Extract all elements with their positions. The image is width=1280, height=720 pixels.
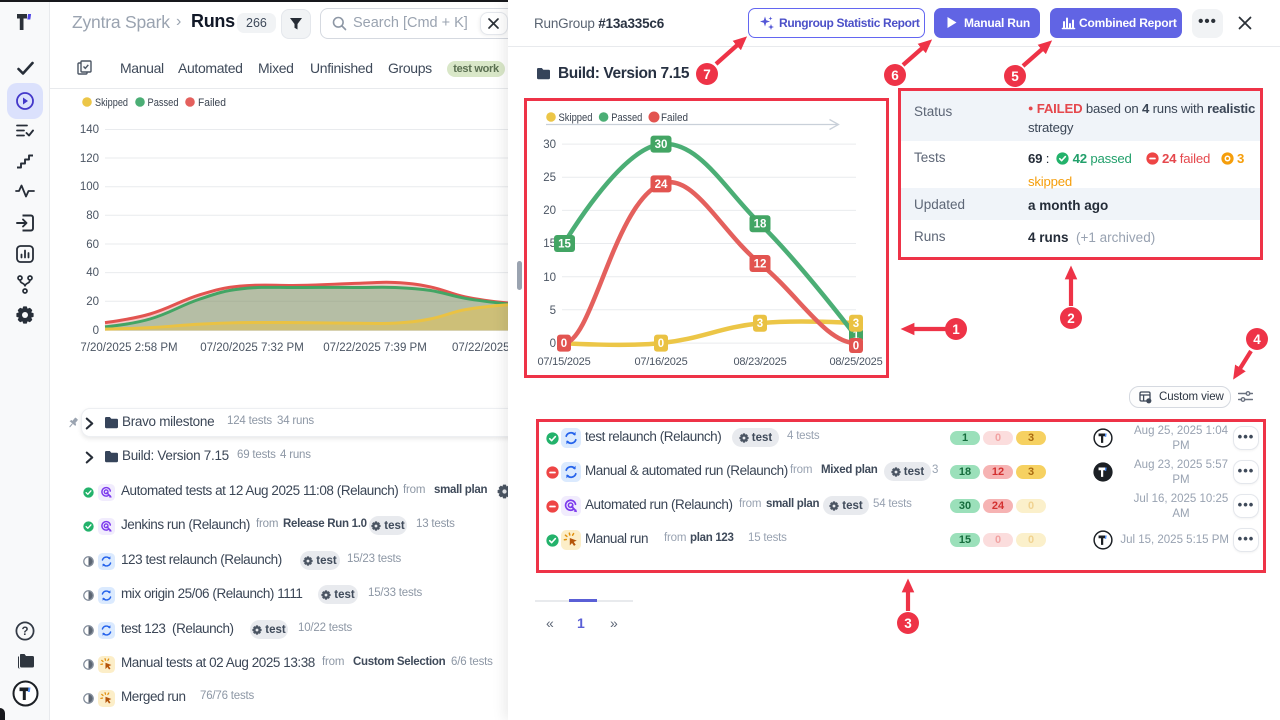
svg-text:15: 15 bbox=[558, 239, 571, 251]
svg-text:24: 24 bbox=[655, 179, 668, 191]
svg-text:140: 140 bbox=[80, 124, 99, 136]
svg-text:Failed: Failed bbox=[661, 112, 688, 124]
svg-text:07/16/2025: 07/16/2025 bbox=[634, 356, 687, 368]
svg-text:08/25/2025: 08/25/2025 bbox=[829, 356, 882, 368]
svg-text:07/22/2025 7:54 P: 07/22/2025 7:54 P bbox=[452, 342, 510, 354]
svg-text:Skipped: Skipped bbox=[559, 112, 593, 124]
svg-text:Passed: Passed bbox=[148, 97, 179, 109]
svg-text:1: 1 bbox=[853, 330, 860, 342]
svg-text:0: 0 bbox=[550, 338, 556, 350]
svg-text:Failed: Failed bbox=[198, 97, 226, 109]
svg-text:12: 12 bbox=[754, 259, 767, 271]
svg-text:0: 0 bbox=[658, 338, 664, 350]
svg-text:30: 30 bbox=[543, 139, 556, 151]
svg-text:20: 20 bbox=[543, 205, 556, 217]
svg-text:Skipped: Skipped bbox=[95, 97, 128, 109]
svg-text:Passed: Passed bbox=[611, 112, 642, 124]
svg-text:0: 0 bbox=[93, 325, 99, 337]
svg-text:0: 0 bbox=[853, 340, 859, 352]
svg-text:07/15/2025: 07/15/2025 bbox=[537, 356, 590, 368]
svg-text:3: 3 bbox=[853, 318, 859, 330]
svg-text:60: 60 bbox=[86, 239, 99, 251]
svg-text:5: 5 bbox=[550, 305, 556, 317]
svg-text:15: 15 bbox=[543, 238, 556, 250]
svg-text:40: 40 bbox=[86, 267, 99, 279]
svg-text:7/20/2025 2:58 PM: 7/20/2025 2:58 PM bbox=[80, 342, 177, 354]
svg-text:30: 30 bbox=[655, 139, 668, 151]
svg-text:120: 120 bbox=[80, 153, 99, 165]
svg-text:80: 80 bbox=[86, 210, 99, 222]
svg-text:20: 20 bbox=[86, 296, 99, 308]
svg-text:10: 10 bbox=[543, 272, 556, 284]
svg-text:0: 0 bbox=[561, 338, 567, 350]
svg-text:3: 3 bbox=[757, 318, 763, 330]
svg-text:100: 100 bbox=[80, 181, 99, 193]
svg-text:?: ? bbox=[21, 626, 28, 638]
svg-text:18: 18 bbox=[754, 219, 767, 231]
svg-text:07/22/2025 7:39 PM: 07/22/2025 7:39 PM bbox=[323, 342, 427, 354]
svg-text:07/20/2025 7:32 PM: 07/20/2025 7:32 PM bbox=[200, 342, 304, 354]
svg-text:08/23/2025: 08/23/2025 bbox=[733, 356, 786, 368]
svg-text:25: 25 bbox=[543, 172, 556, 184]
